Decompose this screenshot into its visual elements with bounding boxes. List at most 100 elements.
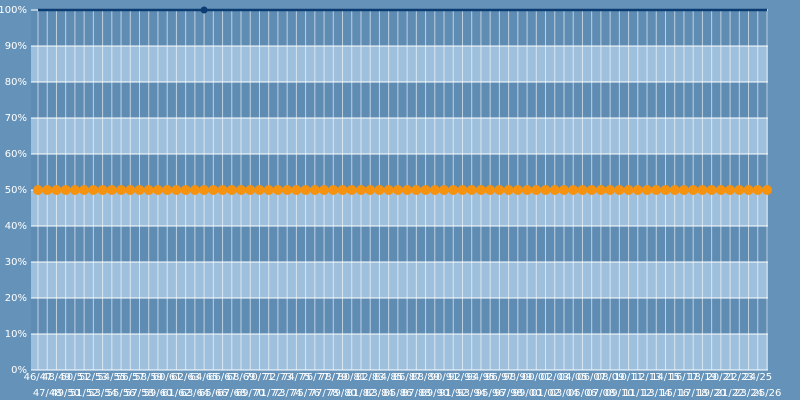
x-tick-label: 69/70 [236,388,265,399]
x-tick-label: 72/73 [264,372,293,383]
series-point [568,185,579,195]
series-point [429,185,440,195]
series-point [669,185,680,195]
series-point [300,185,311,195]
series-point [697,185,708,195]
series-point [134,185,145,195]
grid-band [31,262,768,298]
series-point [577,185,588,195]
series-point [263,185,274,195]
x-tick-label: 14/15 [651,372,680,383]
x-tick-label: 94/95 [467,372,496,383]
series-point [79,185,90,195]
series-point [152,185,163,195]
series-point [383,185,394,195]
x-tick-label: 67/68 [217,388,246,399]
series-point [199,185,210,195]
x-tick-label: 58/59 [134,372,163,383]
grid-band [31,46,768,82]
x-tick-label: 10/11 [614,372,643,383]
x-tick-label: 85/86 [383,388,412,399]
y-tick-label: 100% [0,5,27,16]
series-point [586,185,597,195]
series-point [605,185,616,195]
series-point [725,185,736,195]
series-point [549,185,560,195]
x-tick-label: 20/21 [706,372,735,383]
x-tick-label: 53/54 [88,388,117,399]
series-point [540,185,551,195]
series-point [217,185,228,195]
x-tick-label: 55/56 [107,388,136,399]
x-tick-label: 65/66 [199,388,228,399]
series-point [319,185,330,195]
x-tick-label: 86/87 [393,372,422,383]
x-tick-label: 00/01 [522,372,551,383]
x-tick-label: 15/16 [660,388,689,399]
series-point [291,185,302,195]
x-tick-label: 74/75 [282,372,311,383]
series-point [208,185,219,195]
series-point [439,185,450,195]
series-point [272,185,283,195]
x-tick-label: 61/62 [162,388,191,399]
x-tick-label: 84/85 [374,372,403,383]
x-tick-label: 80/81 [337,372,366,383]
x-tick-label: 70/71 [245,372,274,383]
x-tick-label: 82/83 [356,372,385,383]
x-tick-label: 54/55 [97,372,126,383]
series-point [97,185,108,195]
series-point [688,185,699,195]
x-tick-label: 96/97 [485,372,514,383]
grid-band [31,334,768,370]
x-tick-label: 98/99 [503,372,532,383]
series-point [660,185,671,195]
x-tick-label: 64/65 [190,372,219,383]
series-point [374,185,385,195]
x-tick-label: 19/20 [697,388,726,399]
series-point [457,185,468,195]
x-tick-label: 73/74 [273,388,302,399]
y-tick-label: 60% [5,149,27,160]
x-tick-label: 88/89 [411,372,440,383]
x-tick-label: 17/18 [679,388,708,399]
x-tick-label: 66/67 [208,372,237,383]
x-tick-label: 60/61 [153,372,182,383]
x-tick-label: 83/84 [365,388,394,399]
series-point [411,185,422,195]
x-tick-label: 09/10 [605,388,634,399]
y-tick-label: 90% [5,41,27,52]
series-point [678,185,689,195]
series-point [116,185,127,195]
x-tick-label: 22/23 [725,372,754,383]
series-point [558,185,569,195]
grid-band [31,118,768,154]
x-tick-label: 03/04 [550,388,579,399]
x-tick-label: 12/13 [633,372,662,383]
y-tick-label: 40% [5,221,27,232]
series-point [402,185,413,195]
series-point [485,185,496,195]
series-point [420,185,431,195]
series-point [734,185,745,195]
x-tick-label: 23/24 [734,388,763,399]
x-tick-label: 97/98 [494,388,523,399]
series-point [642,185,653,195]
series-point [51,185,62,195]
series-point [143,185,154,195]
x-tick-label: 92/93 [448,372,477,383]
x-tick-label: 04/05 [559,372,588,383]
x-tick-label: 48/49 [42,372,71,383]
y-tick-label: 20% [5,293,27,304]
x-tick-label: 95/96 [476,388,505,399]
x-tick-label: 71/72 [254,388,283,399]
series-point [762,185,772,195]
series-point [466,185,477,195]
x-tick-label: 68/69 [227,372,256,383]
series-point [448,185,459,195]
y-tick-label: 30% [5,257,27,268]
x-tick-label: 49/50 [51,388,80,399]
series-point [189,185,200,195]
x-tick-label: 50/51 [60,372,89,383]
